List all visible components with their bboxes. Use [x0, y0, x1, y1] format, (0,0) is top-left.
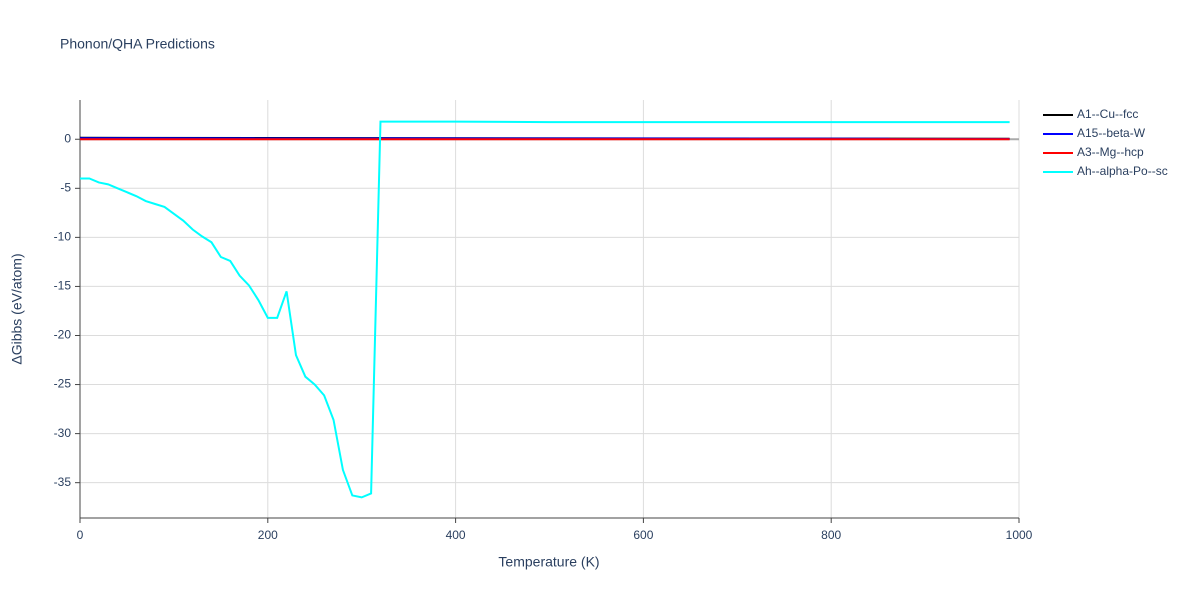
y-tick-label: -15 [54, 279, 72, 293]
y-axis-title: ΔGibbs (eV/atom) [9, 253, 25, 364]
legend-label: A3--Mg--hcp [1077, 145, 1144, 159]
y-tick-label: -30 [54, 426, 72, 440]
x-tick-label: 600 [633, 528, 653, 542]
x-tick-label: 0 [77, 528, 84, 542]
x-tick-label: 400 [446, 528, 466, 542]
y-tick-label: -20 [54, 328, 72, 342]
x-tick-label: 800 [821, 528, 841, 542]
legend-label: A15--beta-W [1077, 126, 1146, 140]
x-axis-title: Temperature (K) [498, 554, 599, 570]
y-tick-label: -35 [54, 475, 72, 489]
y-tick-label: -5 [60, 180, 71, 194]
series-line [80, 122, 1010, 498]
legend-label: A1--Cu--fcc [1077, 107, 1138, 121]
y-tick-label: -25 [54, 377, 72, 391]
y-tick-label: 0 [64, 131, 71, 145]
x-tick-label: 1000 [1006, 528, 1033, 542]
legend-label: Ah--alpha-Po--sc [1077, 164, 1168, 178]
chart-title: Phonon/QHA Predictions [60, 36, 215, 52]
x-tick-label: 200 [258, 528, 278, 542]
y-tick-label: -10 [54, 230, 72, 244]
